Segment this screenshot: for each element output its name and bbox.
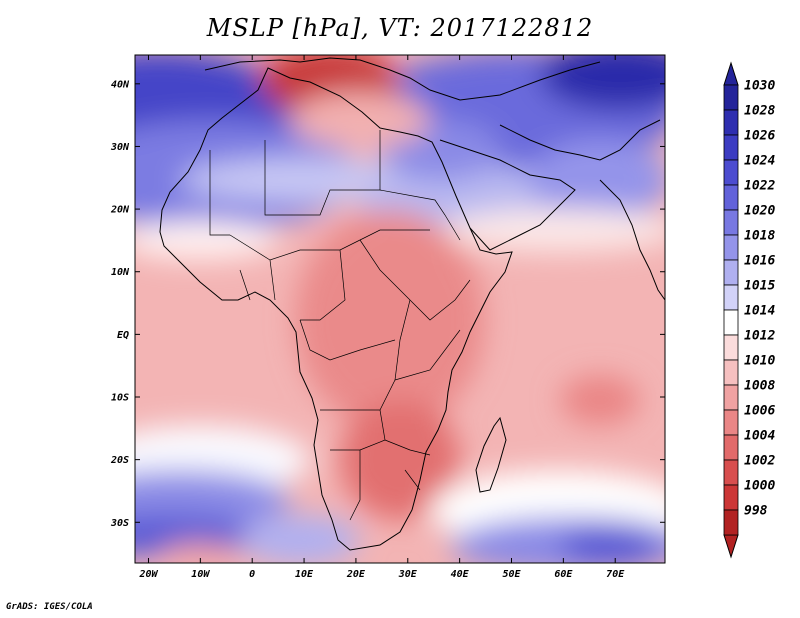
colorbar-label: 1006 — [744, 404, 775, 419]
colorbar-swatch — [723, 209, 739, 236]
lon-tick-label: 70E — [606, 569, 625, 580]
india-coast — [599, 179, 665, 301]
lon-tick-label: 20E — [346, 569, 366, 580]
lon-tick-label: 20W — [138, 569, 158, 580]
colorbar-label: 1014 — [744, 304, 775, 319]
madagascar-coast — [475, 416, 507, 493]
persian-gulf-coast — [499, 119, 661, 161]
lon-tick-label: 50E — [502, 569, 521, 580]
lat-axis: 40N 30N 20N 10N EQ 10S 20S 30S — [110, 79, 130, 528]
colorbar-swatch — [723, 334, 739, 361]
colorbar-label: 1008 — [744, 379, 775, 394]
europe-coast — [204, 57, 601, 101]
coastlines — [159, 57, 665, 551]
colorbar: 1030 1028 1026 1024 1022 1020 1018 1016 1015 1014… — [723, 61, 775, 559]
colorbar-label: 1016 — [744, 254, 775, 269]
lon-tick-label: 60E — [554, 569, 573, 580]
colorbar-label: 1012 — [744, 329, 775, 344]
africa-coastline — [159, 67, 513, 551]
colorbar-swatch — [723, 309, 739, 336]
map-title: MSLP [hPa], VT: 2017122812 — [206, 14, 594, 42]
lon-tick-label: 40E — [451, 569, 470, 580]
colorbar-swatch — [723, 259, 739, 286]
colorbar-label: 1020 — [744, 204, 775, 219]
colorbar-label: 1002 — [744, 454, 775, 469]
lon-tick-label: 10E — [295, 569, 314, 580]
colorbar-swatch — [723, 459, 739, 486]
lat-tick-label: EQ — [117, 330, 129, 341]
colorbar-label: 1026 — [744, 129, 775, 144]
colorbar-max-arrow — [723, 61, 739, 86]
lat-tick-label: 10S — [111, 393, 129, 404]
colorbar-swatch — [723, 434, 739, 461]
colorbar-label: 998 — [744, 504, 768, 519]
colorbar-swatch — [723, 409, 739, 436]
lon-tick-label: 0 — [249, 569, 255, 580]
colorbar-swatch — [723, 134, 739, 161]
lat-tick-label: 40N — [111, 79, 130, 90]
colorbar-label: 1022 — [744, 179, 775, 194]
colorbar-label: 1000 — [744, 479, 775, 494]
axis-ticks — [135, 55, 665, 563]
lat-tick-label: 20N — [110, 205, 130, 216]
lat-tick-label: 30N — [110, 142, 130, 153]
colorbar-label: 1010 — [744, 354, 775, 369]
lat-tick-label: 20S — [110, 455, 129, 466]
colorbar-swatch — [723, 359, 739, 386]
colorbar-swatch — [723, 484, 739, 511]
colorbar-swatch — [723, 159, 739, 186]
lat-tick-label: 30S — [110, 518, 129, 529]
lon-axis: 20W 10W 0 10E 20E 30E 40E 50E 60E 70E — [138, 569, 625, 580]
pressure-field — [135, 55, 665, 563]
colorbar-swatch — [723, 84, 739, 111]
lon-tick-label: 30E — [398, 569, 418, 580]
credit-text: GrADS: IGES/COLA — [6, 602, 93, 612]
country-borders — [209, 130, 471, 521]
colorbar-swatch — [723, 384, 739, 411]
colorbar-label: 1024 — [744, 154, 775, 169]
colorbar-label: 1015 — [744, 279, 775, 294]
colorbar-min-arrow — [723, 534, 739, 559]
colorbar-swatch — [723, 234, 739, 261]
colorbar-swatch — [723, 284, 739, 311]
colorbar-label: 1018 — [744, 229, 775, 244]
colorbar-swatch — [723, 109, 739, 136]
colorbar-label: 1030 — [744, 79, 775, 94]
lon-tick-label: 10W — [191, 569, 210, 580]
plot-frame — [134, 54, 666, 564]
colorbar-swatch — [723, 184, 739, 211]
colorbar-swatch — [723, 509, 739, 536]
lat-tick-label: 10N — [111, 267, 130, 278]
arabia-coast — [439, 139, 576, 251]
colorbar-label: 1028 — [744, 104, 775, 119]
colorbar-label: 1004 — [744, 429, 775, 444]
